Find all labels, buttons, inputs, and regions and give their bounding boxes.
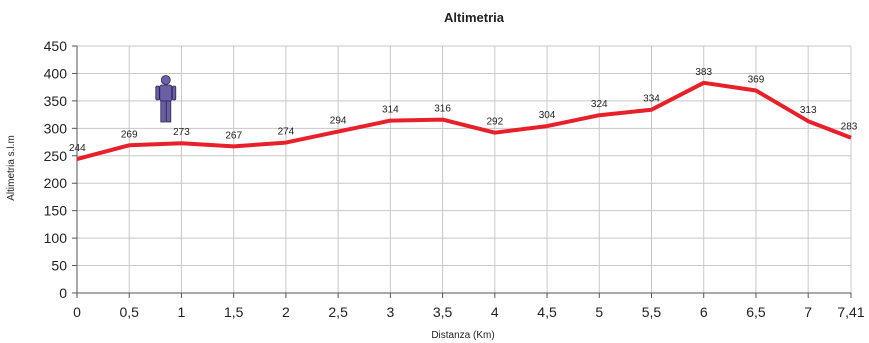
data-label: 334 [643,94,660,105]
y-tick-label: 150 [44,203,68,219]
data-label: 294 [330,116,347,127]
x-tick-label: 3 [386,304,394,320]
y-tick-label: 250 [44,148,68,164]
y-tick-label: 200 [44,175,68,191]
y-tick-label: 400 [44,65,68,81]
data-label: 383 [695,67,712,78]
data-label: 314 [382,105,399,116]
x-tick-label: 4,5 [537,304,557,320]
x-axis-label: Distanza (Km) [431,330,494,341]
x-tick-label: 1 [178,304,186,320]
data-label: 313 [800,105,817,116]
y-axis-label: Altimetria s.l.m [6,135,17,201]
data-label: 273 [173,127,190,138]
x-tick-label: 6 [700,304,708,320]
x-tick-label: 0 [73,304,81,320]
chart-title: Altimetria [444,10,505,25]
y-tick-label: 100 [44,230,68,246]
person-arm-left [155,85,160,101]
y-tick-label: 50 [51,258,67,274]
x-tick-label: 1,5 [224,304,244,320]
x-tick-label: 3,5 [433,304,453,320]
person-head [160,75,171,85]
data-label: 283 [841,122,858,133]
y-tick-label: 300 [44,120,68,136]
x-tick-label: 5 [595,304,603,320]
grid-lines [77,45,852,293]
y-tick-label: 350 [44,93,68,109]
y-tick-label: 450 [44,38,68,54]
person-torso [159,84,173,102]
y-tick-labels: 0 50 100 150 200 250 300 350 400 450 [44,38,68,301]
y-tick-label: 0 [59,285,67,301]
data-label: 269 [121,129,138,140]
x-tick-labels: 0 0,5 1 1,5 2 2,5 3 3,5 4 4,5 5 5,5 6 6,5 7 7,41 [73,304,865,320]
data-label: 274 [278,127,295,138]
person-leg-left [160,100,166,123]
data-label: 316 [434,104,451,115]
x-tick-label: 4 [491,304,499,320]
x-tick-label: 7 [804,304,812,320]
x-tick-label: 0,5 [119,304,139,320]
x-tick-label: 2,5 [328,304,348,320]
data-labels: 244 269 273 267 274 294 314 316 292 304 324 334 383 3… [69,67,858,154]
x-tick-label: 6,5 [746,304,766,320]
series-line [76,80,852,162]
data-label: 324 [591,99,608,110]
data-label: 292 [486,117,503,128]
person-arm-right [171,85,177,101]
data-label: 369 [748,74,765,85]
person-leg-right [165,100,172,123]
x-tick-label: 7,41 [837,304,864,320]
person-icon [155,75,177,123]
data-label: 304 [539,110,556,121]
data-label: 267 [225,130,242,141]
x-tick-label: 5,5 [642,304,662,320]
x-tick-label: 2 [282,304,290,320]
data-label: 244 [69,143,86,154]
axes [72,45,852,298]
